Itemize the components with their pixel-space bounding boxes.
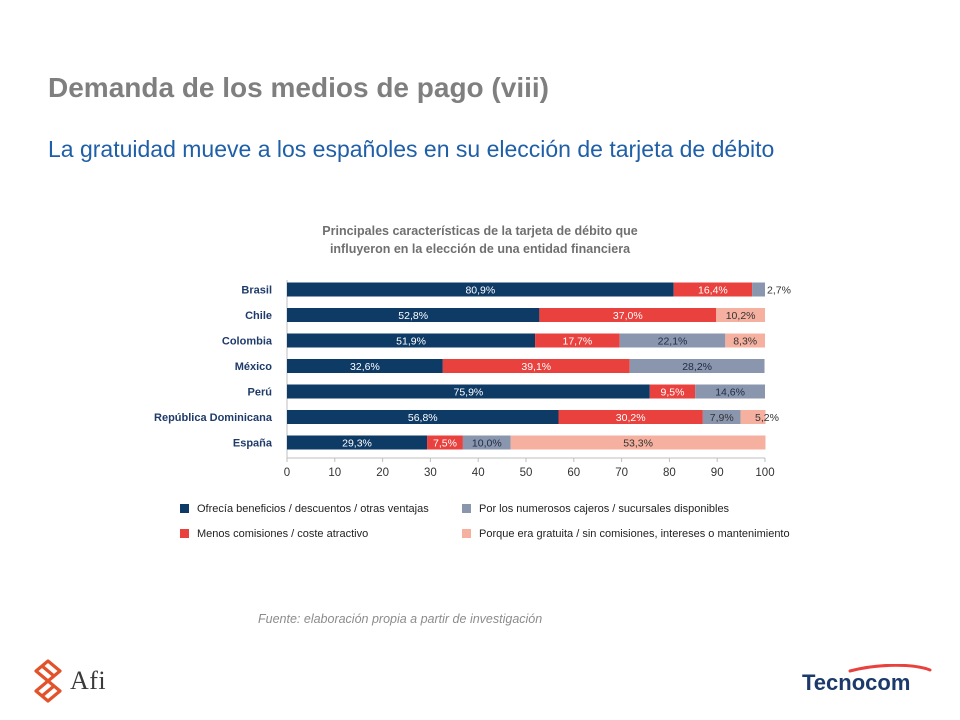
- data-label: 53,3%: [623, 438, 653, 450]
- data-label: 10,0%: [472, 438, 502, 450]
- bar-segment: [462, 435, 511, 450]
- bar-segment: [619, 333, 726, 348]
- chart-title-line-1: Principales características de la tarjet…: [322, 224, 638, 238]
- category-label: Brasil: [241, 285, 272, 297]
- data-label: 52,8%: [398, 310, 428, 322]
- x-tick-label: 80: [663, 467, 676, 479]
- x-tick-label: 0: [284, 467, 290, 479]
- slide-title: Demanda de los medios de pago (viii): [48, 72, 549, 103]
- x-tick-label: 60: [567, 467, 580, 479]
- bar-segment: [442, 359, 630, 373]
- data-label: 7,5%: [433, 438, 457, 450]
- bar-segment: [287, 282, 674, 297]
- bar-segment: [558, 410, 703, 424]
- legend-swatch: [462, 504, 471, 513]
- data-label: 29,3%: [342, 438, 372, 450]
- data-label: 14,6%: [715, 387, 745, 399]
- data-label: 5,2%: [755, 412, 779, 424]
- bar-segment: [287, 359, 443, 373]
- afi-logo-text: Afi: [70, 666, 107, 695]
- chart-title: Principales características de la tarjet…: [230, 222, 730, 258]
- data-label: 51,9%: [396, 336, 426, 348]
- bar-segment: [539, 308, 717, 322]
- legend-swatch: [180, 504, 189, 513]
- tecnocom-logo-text: Tecnocom: [802, 670, 911, 695]
- category-label: Colombia: [222, 336, 273, 348]
- bar-segment: [629, 359, 765, 373]
- data-label: 2,7%: [767, 285, 791, 297]
- bar-segment: [535, 333, 620, 348]
- bar-segment: [287, 384, 650, 399]
- afi-emblem-icon: [34, 659, 62, 703]
- bar-segment: [427, 435, 463, 450]
- category-label: México: [235, 361, 273, 373]
- tecnocom-swoosh-icon: [848, 664, 932, 673]
- data-label: 22,1%: [658, 336, 688, 348]
- data-label: 75,9%: [454, 387, 484, 399]
- x-tick-label: 40: [472, 467, 485, 479]
- bar-segment: [702, 410, 741, 424]
- x-tick-label: 70: [615, 467, 628, 479]
- data-label: 9,5%: [661, 387, 685, 399]
- bar-segment: [287, 333, 536, 348]
- data-label: 10,2%: [726, 310, 756, 322]
- bar-segment: [740, 410, 766, 424]
- data-label: 7,9%: [710, 412, 734, 424]
- legend-label: Porque era gratuita / sin comisiones, in…: [479, 528, 790, 540]
- data-label: 37,0%: [613, 310, 643, 322]
- x-tick-label: 30: [424, 467, 437, 479]
- bar-segment: [752, 282, 765, 297]
- bar-segment: [649, 384, 696, 399]
- bar-segment: [287, 435, 428, 450]
- bar-segment: [287, 410, 559, 424]
- category-label: Chile: [245, 310, 272, 322]
- legend-swatch: [180, 529, 189, 538]
- legend-swatch: [462, 529, 471, 538]
- x-tick-label: 100: [755, 467, 774, 479]
- tecnocom-logo: Tecnocom: [790, 664, 936, 704]
- category-label: España: [233, 438, 273, 450]
- data-label: 17,7%: [562, 336, 592, 348]
- chart-title-line-2: influyeron en la elección de una entidad…: [329, 242, 631, 256]
- x-tick-label: 50: [520, 467, 533, 479]
- slide-subtitle: La gratuidad mueve a los españoles en su…: [48, 136, 775, 162]
- bar-segment: [287, 308, 540, 322]
- data-label: 39,1%: [521, 361, 551, 373]
- data-label: 80,9%: [465, 285, 495, 297]
- data-label: 28,2%: [682, 361, 712, 373]
- data-label: 30,2%: [616, 412, 646, 424]
- x-tick-label: 10: [328, 467, 341, 479]
- x-tick-label: 90: [711, 467, 724, 479]
- bar-segment: [695, 384, 765, 399]
- source-note: Fuente: elaboración propia a partir de i…: [258, 612, 543, 626]
- category-label: República Dominicana: [154, 412, 273, 424]
- bar-segment: [510, 435, 766, 450]
- data-label: 56,8%: [408, 412, 438, 424]
- bar-segment: [673, 282, 753, 297]
- legend-label: Ofrecía beneficios / descuentos / otras …: [197, 503, 429, 515]
- data-label: 16,4%: [698, 285, 728, 297]
- x-tick-label: 20: [376, 467, 389, 479]
- data-label: 8,3%: [733, 336, 757, 348]
- afi-logo: Afi: [30, 658, 106, 704]
- bar-segment: [716, 308, 765, 322]
- legend-label: Menos comisiones / coste atractivo: [197, 528, 368, 540]
- category-label: Perú: [248, 387, 272, 399]
- bar-segment: [725, 333, 765, 348]
- data-label: 32,6%: [350, 361, 380, 373]
- legend-label: Por los numerosos cajeros / sucursales d…: [479, 503, 730, 515]
